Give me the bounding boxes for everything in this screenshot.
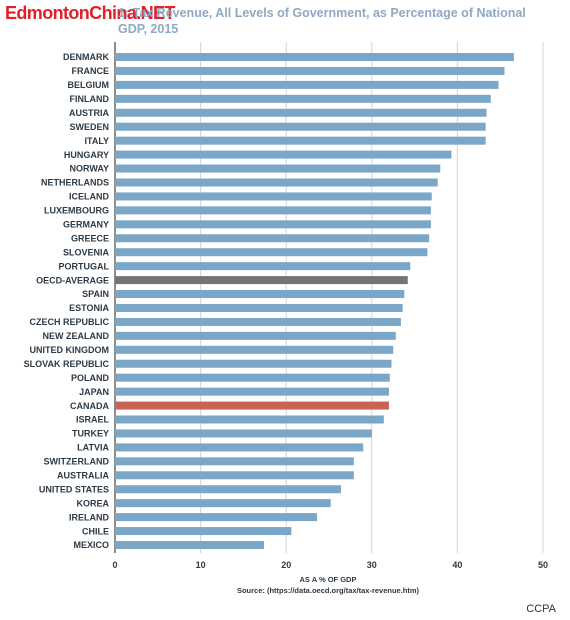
category-label: MEXICO [73, 540, 109, 550]
bar [115, 359, 392, 368]
chart-title: 1: Tax Revenue, All Levels of Government… [118, 6, 526, 36]
category-label: BELGIUM [68, 80, 110, 90]
bar [115, 164, 441, 173]
bar [115, 485, 341, 494]
bar [115, 443, 364, 452]
category-label: LATVIA [77, 443, 109, 453]
x-tick-label: 40 [452, 560, 462, 570]
category-label: FINLAND [70, 94, 110, 104]
category-label: LUXEMBOURG [44, 206, 109, 216]
category-labels: DENMARK FRANCE BELGIUM FINLAND AUSTRIA SWEDEN… [24, 52, 110, 550]
bar [115, 290, 405, 299]
bar [115, 471, 354, 480]
category-label: TURKEY [72, 429, 109, 439]
source-note: Source: (https://data.oecd.org/tax/tax-r… [237, 586, 420, 595]
bar [115, 415, 384, 424]
category-label: PORTUGAL [59, 261, 110, 271]
category-label: UNITED STATES [39, 484, 109, 494]
category-label: NETHERLANDS [41, 178, 109, 188]
bar [115, 94, 491, 103]
x-tick-label: 0 [112, 560, 117, 570]
category-label: NORWAY [69, 164, 109, 174]
watermark-logo: EdmontonChina.NET [5, 3, 175, 23]
category-label: FRANCE [72, 66, 110, 76]
category-label: AUSTRALIA [57, 470, 109, 480]
bar [115, 150, 452, 159]
category-label: GREECE [71, 233, 109, 243]
bar [115, 122, 486, 131]
bar [115, 220, 431, 229]
category-label: GERMANY [63, 220, 109, 230]
category-label: OECD-AVERAGE [36, 275, 109, 285]
category-label: POLAND [71, 373, 110, 383]
bar [115, 317, 401, 326]
bar [115, 373, 390, 382]
category-label: SLOVENIA [63, 247, 110, 257]
bar [115, 234, 430, 243]
category-label: CANADA [70, 401, 109, 411]
bar [115, 206, 431, 215]
category-label: SWITZERLAND [44, 457, 110, 467]
bar [115, 513, 318, 522]
credit-label: CCPA [526, 603, 556, 615]
category-label: DENMARK [63, 52, 109, 62]
category-label: JAPAN [79, 387, 109, 397]
category-label: AUSTRIA [69, 108, 109, 118]
bar [115, 499, 331, 508]
bar [115, 345, 394, 354]
category-label: SWEDEN [69, 122, 109, 132]
bar [115, 276, 408, 285]
bar [115, 53, 514, 61]
bar [115, 331, 396, 340]
category-label: ISRAEL [76, 415, 110, 425]
bar [115, 541, 264, 549]
x-tick-label: 10 [196, 560, 206, 570]
bar [115, 387, 389, 396]
bar [115, 303, 403, 312]
bar [115, 248, 428, 257]
x-tick-label: 20 [281, 560, 291, 570]
bars [115, 53, 514, 549]
category-label: CHILE [82, 526, 109, 536]
category-label: CZECH REPUBLIC [29, 317, 109, 327]
bar [115, 527, 292, 536]
category-label: NEW ZEALAND [43, 331, 110, 341]
bar [115, 262, 411, 271]
category-label: SLOVAK REPUBLIC [24, 359, 110, 369]
bar [115, 80, 499, 89]
bar [115, 192, 432, 201]
bar [115, 108, 487, 117]
bar [115, 66, 505, 75]
category-label: HUNGARY [64, 150, 109, 160]
category-label: ITALY [84, 136, 109, 146]
bar [115, 178, 438, 187]
category-label: UNITED KINGDOM [30, 345, 110, 355]
bar [115, 429, 372, 438]
bar [115, 401, 389, 410]
x-axis-title: AS A % OF GDP [300, 575, 357, 584]
category-label: ICELAND [69, 192, 109, 202]
category-label: KOREA [76, 498, 109, 508]
bar [115, 457, 354, 466]
bar [115, 136, 486, 145]
x-tick-labels: 0 10 20 30 40 50 [112, 560, 548, 570]
x-tick-label: 50 [538, 560, 548, 570]
category-label: SPAIN [82, 289, 109, 299]
category-label: ESTONIA [69, 303, 109, 313]
category-label: IRELAND [69, 512, 109, 522]
x-tick-label: 30 [367, 560, 377, 570]
